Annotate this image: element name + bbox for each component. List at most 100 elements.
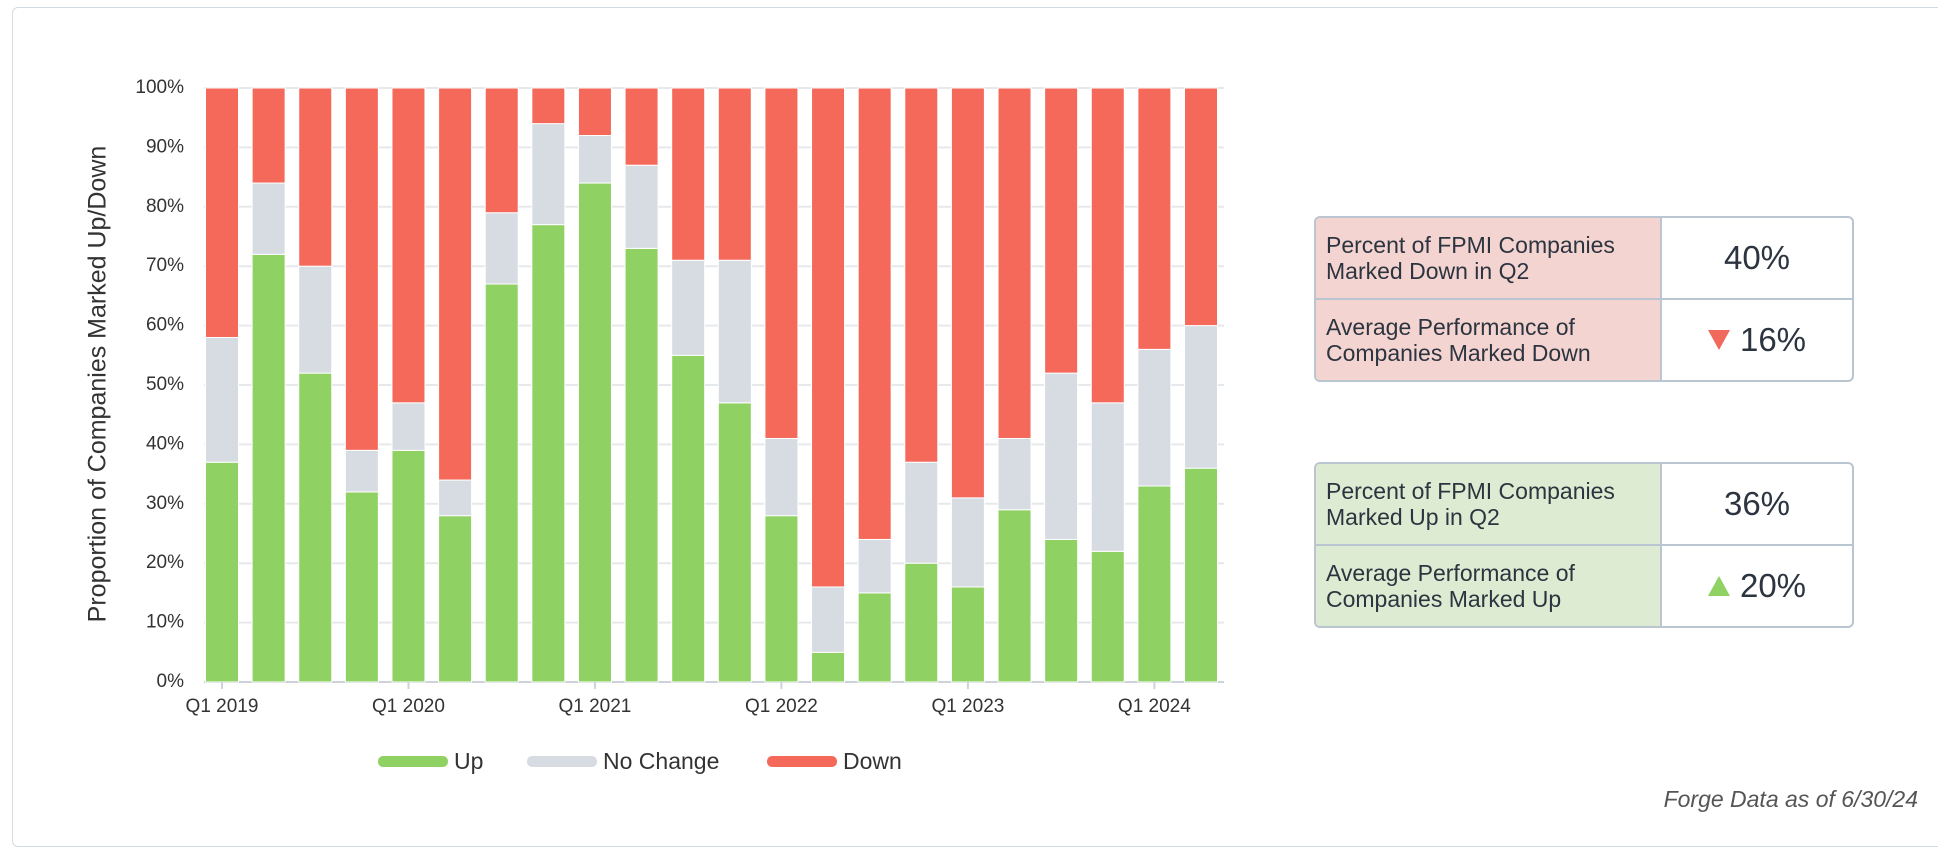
x-tick-label: Q1 2019 — [186, 696, 259, 717]
bar-segment — [950, 586, 985, 683]
bar-segment — [997, 437, 1032, 511]
bar-segment — [671, 87, 706, 261]
bar-segment — [857, 87, 892, 540]
bar-segment — [904, 87, 939, 463]
bar-segment — [344, 449, 379, 493]
bar-segment — [438, 479, 473, 517]
bar-segment — [1090, 402, 1125, 552]
bar-segment — [391, 449, 426, 683]
bar-segment — [671, 354, 706, 683]
bar-segment — [1184, 325, 1218, 469]
kpi-row: Average Performance of Companies Marked … — [1316, 298, 1852, 380]
legend-swatch — [378, 756, 448, 767]
kpi-value: 36% — [1723, 485, 1791, 522]
kpi-row: Percent of FPMI Companies Marked Up in Q… — [1316, 464, 1852, 544]
bar-segment — [205, 461, 239, 683]
bar-segment — [857, 592, 892, 683]
bar-segment — [531, 123, 566, 226]
bar-segment — [1137, 348, 1172, 487]
bar-segment — [624, 164, 659, 249]
bar-segment — [531, 87, 566, 125]
bar-segment — [484, 87, 519, 214]
bar-segment — [577, 135, 612, 184]
bar-segment — [1090, 550, 1125, 683]
bar-segment — [717, 259, 752, 404]
legend-swatch — [767, 756, 837, 767]
bar-segment — [1184, 87, 1218, 327]
bar-segment — [904, 461, 939, 564]
bar-segment — [857, 538, 892, 594]
bar-segment — [205, 336, 239, 463]
y-axis-label: Proportion of Companies Marked Up/Down — [84, 146, 112, 623]
x-tick-label: Q1 2021 — [558, 696, 631, 717]
y-tick-label: 10% — [146, 612, 184, 633]
y-tick-label: 90% — [146, 136, 184, 157]
bar-segment — [344, 87, 379, 451]
bar-segment — [1137, 485, 1172, 683]
kpi-label: Percent of FPMI Companies Marked Down in… — [1316, 218, 1662, 298]
y-tick-label: 80% — [146, 196, 184, 217]
bar-segment — [624, 87, 659, 166]
kpi-panel: Percent of FPMI Companies Marked Down in… — [1314, 216, 1854, 382]
kpi-label: Average Performance of Companies Marked … — [1316, 546, 1662, 626]
bar-segment — [391, 87, 426, 404]
legend-label: No Change — [603, 748, 719, 774]
bar-segment — [717, 402, 752, 683]
y-tick-label: 20% — [146, 552, 184, 573]
bar-segment — [1044, 87, 1079, 374]
bar-segment — [1044, 538, 1079, 683]
y-tick-label: 40% — [146, 433, 184, 454]
y-tick-label: 30% — [146, 493, 184, 514]
y-tick-label: 100% — [135, 77, 184, 98]
x-tick-label: Q1 2020 — [372, 696, 445, 717]
bar-segment — [1184, 467, 1218, 683]
bar-segment — [717, 87, 752, 261]
bar-segment — [950, 497, 985, 588]
kpi-row: Average Performance of Companies Marked … — [1316, 544, 1852, 626]
bar-segment — [484, 212, 519, 285]
bar-segment — [1044, 372, 1079, 540]
bar-segment — [344, 491, 379, 683]
bar-segment — [1090, 87, 1125, 404]
bar-segment — [205, 87, 239, 338]
kpi-value: 20% — [1739, 567, 1807, 604]
kpi-value: 40% — [1723, 239, 1791, 276]
bar-segment — [811, 651, 846, 683]
bar-segment — [764, 437, 799, 517]
bar-segment — [577, 182, 612, 683]
kpi-value: 16% — [1739, 321, 1807, 358]
bar-segment — [251, 253, 286, 683]
bar-segment — [391, 402, 426, 451]
bar-segment — [298, 265, 333, 374]
footnote: Forge Data as of 6/30/24 — [1663, 786, 1918, 812]
bar-segment — [577, 87, 612, 137]
page: Proportion of Companies Marked Up/Down 0… — [12, 7, 1938, 847]
down-arrow — [1707, 330, 1730, 350]
y-tick-label: 60% — [146, 315, 184, 336]
x-tick-label: Q1 2022 — [745, 696, 818, 717]
bar-segment — [484, 283, 519, 683]
bar-segment — [671, 259, 706, 356]
bar-segment — [298, 372, 333, 683]
legend-label: Up — [454, 748, 483, 774]
kpi-row: Percent of FPMI Companies Marked Down in… — [1316, 218, 1852, 298]
bar-segment — [811, 586, 846, 653]
kpi-label: Average Performance of Companies Marked … — [1316, 300, 1662, 380]
bar-segment — [251, 87, 286, 184]
y-tick-label: 0% — [157, 671, 185, 692]
legend-swatch — [527, 756, 597, 767]
bar-segment — [531, 224, 566, 683]
up-arrow — [1707, 576, 1730, 596]
y-tick-label: 50% — [146, 374, 184, 395]
bar-segment — [764, 515, 799, 683]
bar-segment — [438, 87, 473, 481]
chart: Proportion of Companies Marked Up/Down 0… — [84, 77, 1224, 774]
y-tick-label: 70% — [146, 255, 184, 276]
bar-segment — [904, 562, 939, 683]
bar-segment — [950, 87, 985, 499]
bar-segment — [811, 87, 846, 588]
kpi-panel: Percent of FPMI Companies Marked Up in Q… — [1314, 462, 1854, 628]
x-tick-label: Q1 2024 — [1118, 696, 1191, 717]
bar-segment — [764, 87, 799, 439]
kpi-label: Percent of FPMI Companies Marked Up in Q… — [1316, 464, 1662, 544]
